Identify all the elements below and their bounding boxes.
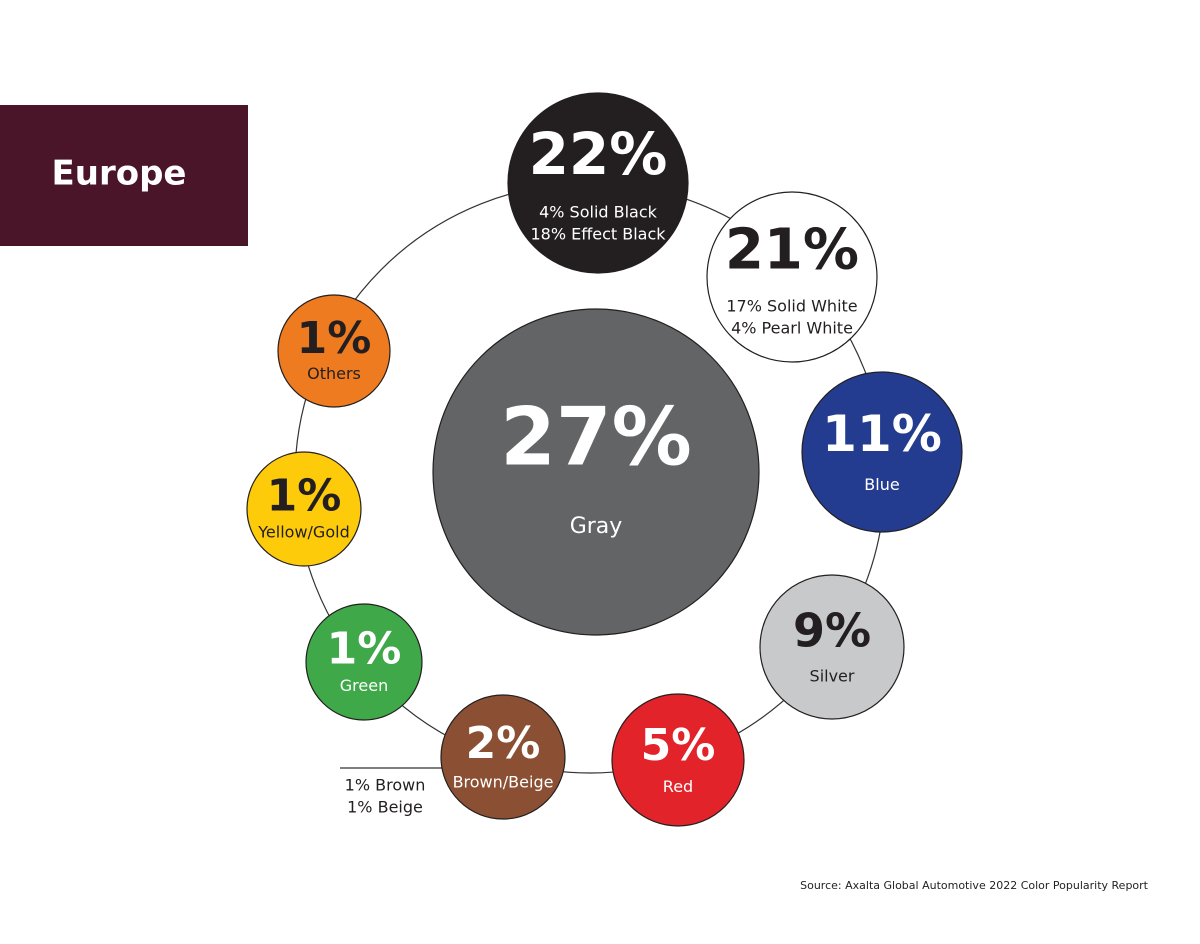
bubble xyxy=(432,308,760,636)
category-label: Blue xyxy=(864,475,899,494)
category-label: Others xyxy=(307,364,361,383)
value-label: 21% xyxy=(725,217,859,282)
detail-label: 18% Effect Black xyxy=(530,225,666,244)
value-label: 11% xyxy=(822,405,942,463)
value-label: 1% xyxy=(297,313,372,364)
category-label: Brown/Beige xyxy=(453,773,554,792)
chart-title: Europe xyxy=(52,154,187,194)
detail-label: 4% Solid Black xyxy=(539,203,658,222)
value-label: 9% xyxy=(793,604,871,658)
category-label: Red xyxy=(663,777,693,796)
bubble xyxy=(305,603,423,721)
bubble xyxy=(759,574,905,720)
detail-label: 1% Brown xyxy=(345,776,426,795)
value-label: 22% xyxy=(529,120,668,188)
category-label: Yellow/Gold xyxy=(257,522,349,541)
category-label: Green xyxy=(340,676,388,695)
detail-label: 1% Beige xyxy=(347,798,423,817)
bubble xyxy=(706,191,878,363)
bubble xyxy=(507,92,689,274)
value-label: 1% xyxy=(267,471,342,522)
value-label: 5% xyxy=(641,720,716,771)
category-label: Silver xyxy=(810,667,855,686)
bubble xyxy=(611,693,745,827)
source-note: Source: Axalta Global Automotive 2022 Co… xyxy=(800,879,1149,892)
value-label: 1% xyxy=(327,624,402,675)
detail-label: 17% Solid White xyxy=(726,297,857,316)
bubble xyxy=(246,451,362,567)
bubble xyxy=(277,294,391,408)
value-label: 27% xyxy=(500,391,691,484)
detail-label: 4% Pearl White xyxy=(731,319,853,338)
value-label: 2% xyxy=(466,718,541,769)
bubble xyxy=(801,371,963,533)
title-box xyxy=(0,105,248,246)
category-label: Gray xyxy=(570,514,623,539)
bubble xyxy=(440,694,566,820)
